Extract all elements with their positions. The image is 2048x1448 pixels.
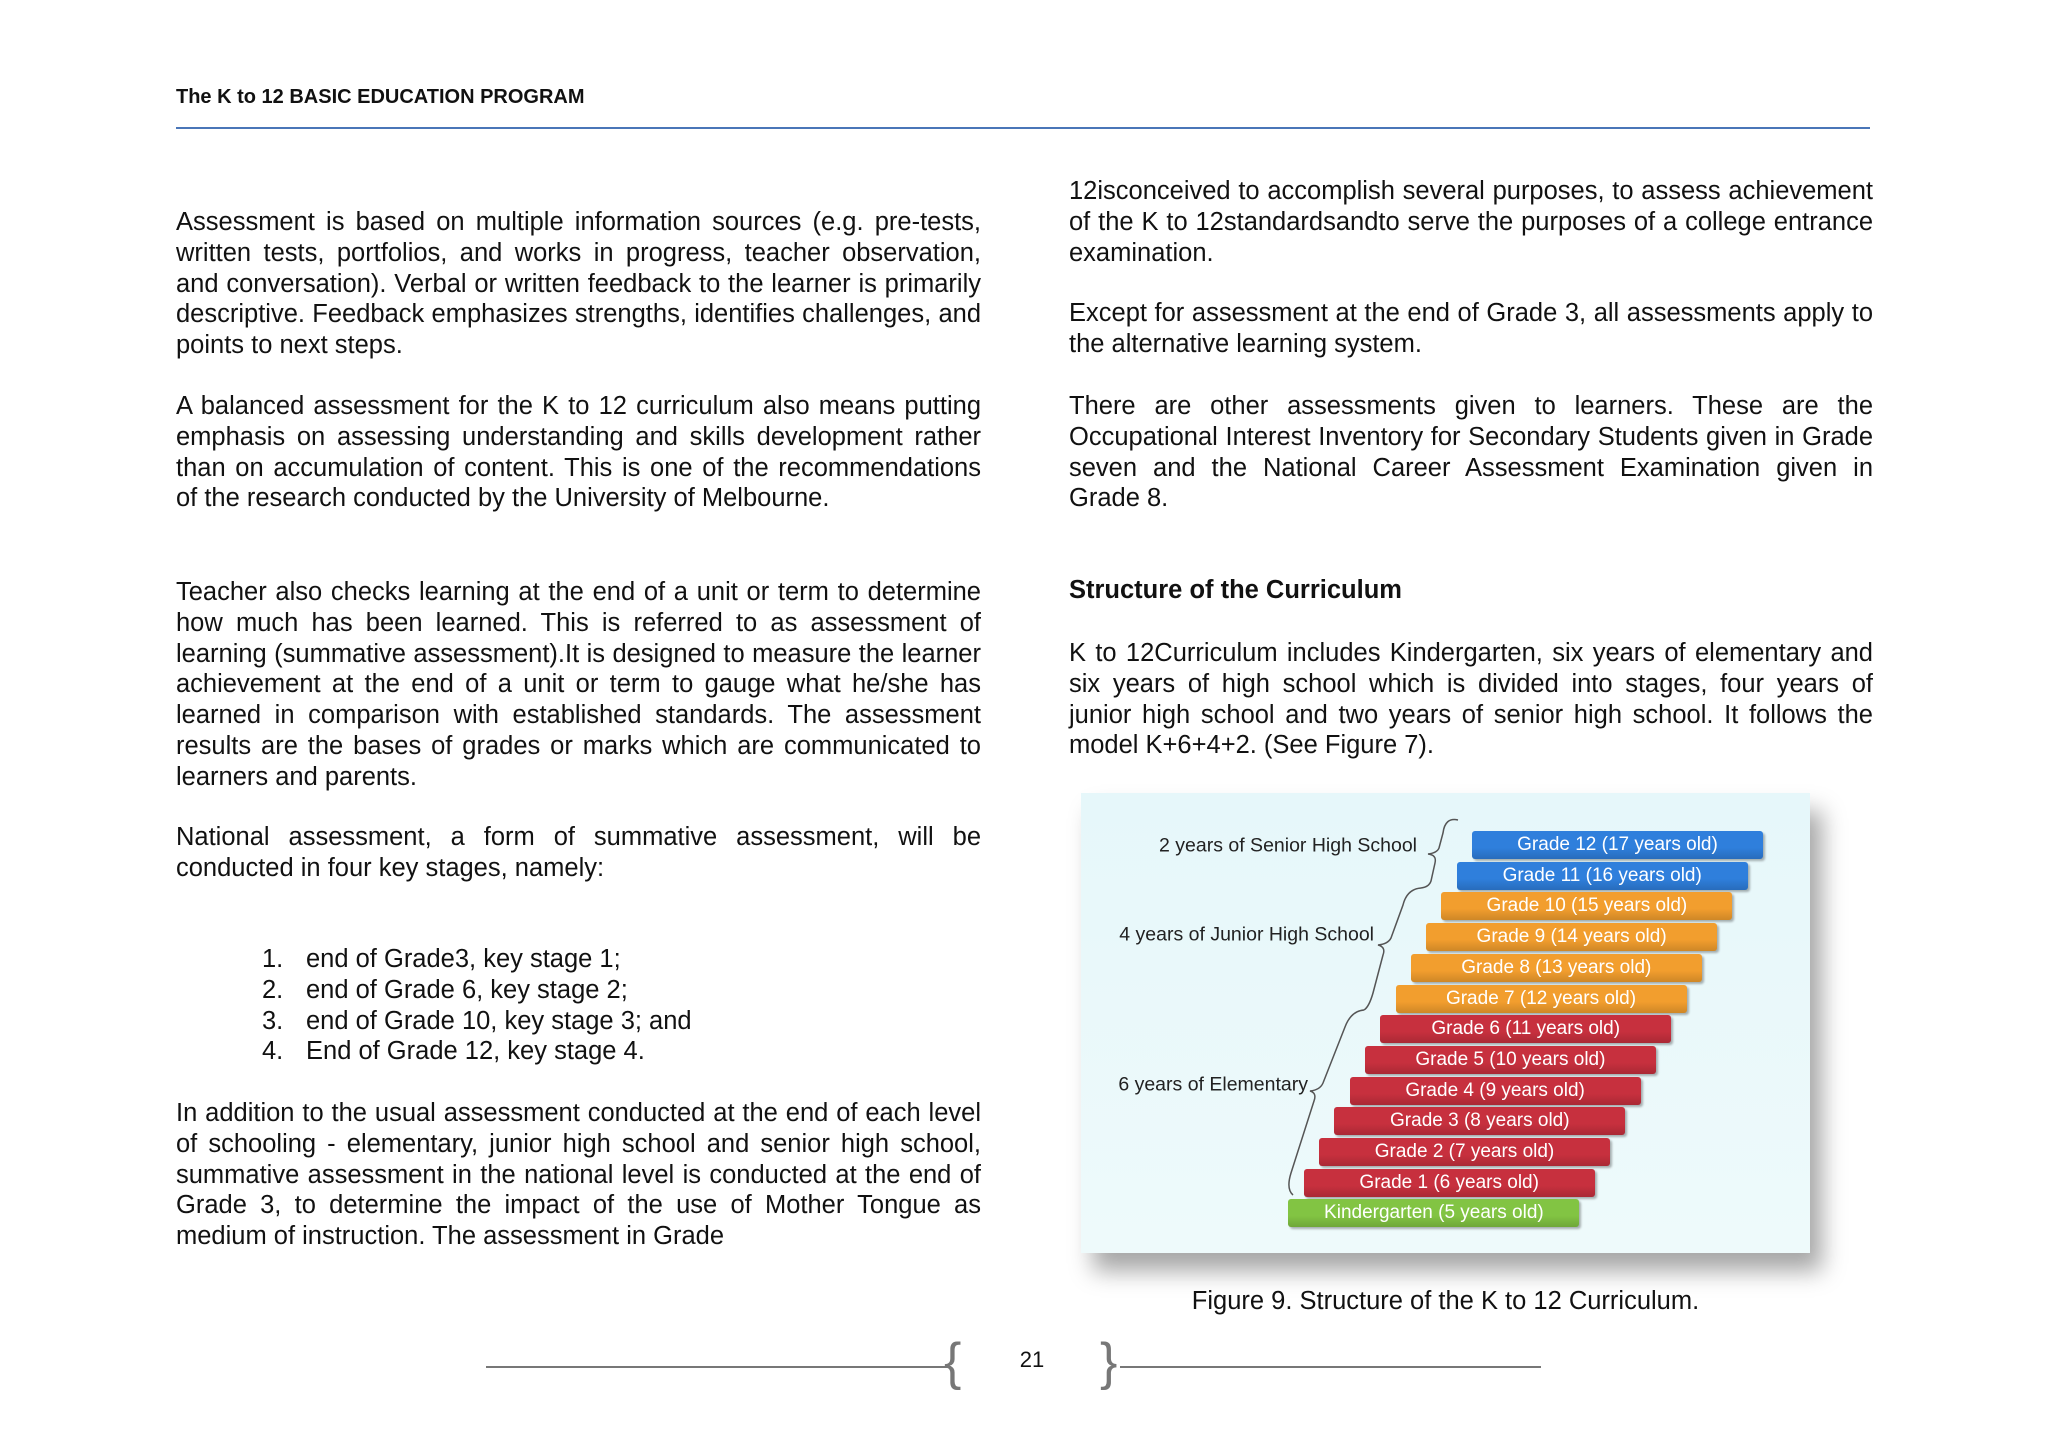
- footer-bracket-right: }: [1100, 1333, 1118, 1391]
- paragraph: Teacher also checks learning at the end …: [176, 578, 981, 791]
- section-heading: Structure of the Curriculum: [1069, 576, 1402, 604]
- paragraph: Except for assessment at the end of Grad…: [1069, 299, 1873, 358]
- paragraph: There are other assessments given to lea…: [1069, 392, 1873, 513]
- footer-bracket-left: {: [944, 1333, 962, 1391]
- list-number: 4.: [262, 1037, 284, 1066]
- list-text: end of Grade3, key stage 1;: [306, 945, 621, 973]
- paragraph: Assessment is based on multiple informat…: [176, 208, 981, 360]
- elementary-brace: [1288, 1009, 1365, 1196]
- senior-brace: [1420, 818, 1459, 889]
- list-item: 3. end of Grade 10, key stage 3; and: [262, 1006, 692, 1037]
- list-item: 1. end of Grade3, key stage 1;: [262, 944, 692, 975]
- list-number: 1.: [262, 945, 284, 973]
- list-text: end of Grade 10, key stage 3; and: [306, 1006, 692, 1035]
- list-number: 2.: [262, 975, 284, 1004]
- junior-brace: [1363, 887, 1422, 1011]
- grade-bar: Grade 4 (9 years old): [1349, 1076, 1641, 1105]
- grade-bar: Grade 11 (16 years old): [1456, 861, 1748, 890]
- paragraph: In addition to the usual assessment cond…: [176, 1099, 981, 1251]
- paragraph: 12isconceived to accomplish several purp…: [1069, 177, 1873, 267]
- list-number: 3.: [262, 1006, 284, 1035]
- list-text: end of Grade 6, key stage 2;: [306, 975, 628, 1004]
- junior-high-label: 4 years of Junior High School: [1119, 923, 1374, 946]
- page-number: 21: [1019, 1347, 1045, 1372]
- running-header: The K to 12 BASIC EDUCATION PROGRAM: [176, 86, 585, 108]
- grade-bar: Grade 6 (11 years old): [1380, 1015, 1672, 1044]
- grade-bar: Grade 2 (7 years old): [1319, 1138, 1610, 1166]
- header-divider: [176, 127, 1870, 129]
- figure-caption: Figure 9. Structure of the K to 12 Curri…: [1191, 1287, 1700, 1315]
- curriculum-structure-figure: 2 years of Senior High School 4 years of…: [1081, 793, 1810, 1253]
- list-text: End of Grade 12, key stage 4.: [306, 1037, 645, 1066]
- footer-line-right: [1120, 1366, 1541, 1368]
- grade-bar: Grade 10 (15 years old): [1441, 892, 1733, 921]
- senior-high-label: 2 years of Senior High School: [1159, 834, 1417, 857]
- grade-bar: Grade 12 (17 years old): [1472, 831, 1763, 859]
- key-stages-list: 1. end of Grade3, key stage 1; 2. end of G…: [262, 944, 692, 1067]
- paragraph: National assessment, a form of summative…: [176, 823, 981, 882]
- list-item: 2. end of Grade 6, key stage 2;: [262, 975, 692, 1006]
- grade-bar: Grade 5 (10 years old): [1364, 1045, 1656, 1074]
- paragraph: A balanced assessment for the K to 12 cu…: [176, 392, 981, 513]
- brace-lines: [1288, 818, 1459, 1196]
- footer-line-left: [486, 1366, 951, 1368]
- grade-bar: Kindergarten (5 years old): [1288, 1199, 1580, 1228]
- grade-bar: Grade 8 (13 years old): [1410, 953, 1702, 982]
- grade-bar: Grade 9 (14 years old): [1426, 923, 1718, 952]
- list-item: 4. End of Grade 12, key stage 4.: [262, 1036, 692, 1067]
- paragraph: K to 12Curriculum includes Kindergarten,…: [1069, 639, 1873, 760]
- elementary-label: 6 years of Elementary: [1118, 1073, 1308, 1096]
- grade-bar: Grade 1 (6 years old): [1303, 1168, 1595, 1197]
- grade-bar: Grade 7 (12 years old): [1395, 984, 1687, 1013]
- grade-bar: Grade 3 (8 years old): [1334, 1107, 1626, 1136]
